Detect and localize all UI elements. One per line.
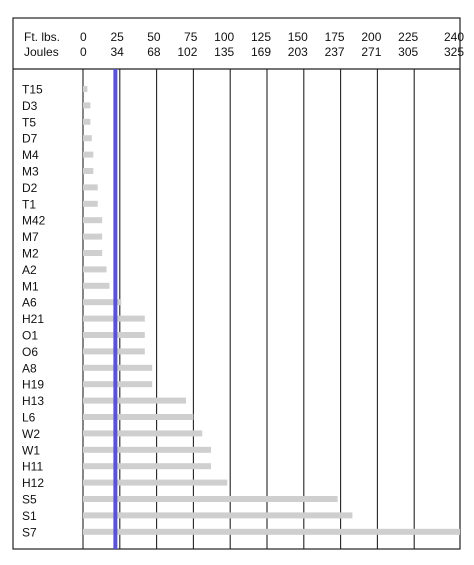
joules-tick-label: 169	[251, 45, 271, 59]
category-label: T5	[22, 115, 36, 129]
ftlbs-tick-label: 240	[444, 30, 464, 44]
bar	[83, 463, 212, 470]
joules-tick-label: 325	[444, 45, 464, 59]
joules-tick-label: 34	[110, 45, 124, 59]
category-label: M42	[22, 214, 46, 228]
bar	[83, 496, 338, 502]
bar	[83, 102, 91, 109]
joules-tick-label: 305	[398, 45, 418, 59]
category-label: W2	[22, 427, 40, 441]
bar	[83, 184, 98, 191]
ftlbs-tick-label: 0	[80, 30, 87, 44]
category-label: T1	[22, 197, 36, 211]
bar	[83, 118, 91, 125]
category-label: M3	[22, 165, 39, 179]
bar	[83, 200, 98, 207]
bar	[83, 479, 228, 486]
category-label: D7	[22, 132, 38, 146]
joules-row-label: Joules	[24, 45, 59, 59]
ftlbs-tick-label: 150	[288, 30, 308, 44]
bar	[83, 135, 92, 142]
bar	[83, 250, 103, 256]
chart-frame	[12, 17, 461, 550]
category-label: H12	[22, 476, 44, 490]
category-label: M4	[22, 148, 39, 162]
bar	[83, 381, 153, 388]
category-label: M2	[22, 247, 39, 261]
ftlbs-tick-label: 200	[361, 30, 381, 44]
category-label: D2	[22, 181, 38, 195]
tick-labels: 0 25 50 75 100 125 150 175 200 225 240 0 34 68 102 135 1…	[80, 30, 464, 59]
category-label: O1	[22, 329, 38, 343]
category-label: S1	[22, 509, 37, 523]
joules-tick-label: 271	[361, 45, 381, 59]
category-label: A6	[22, 296, 37, 310]
ftlbs-tick-label: 50	[147, 30, 161, 44]
bar	[83, 86, 88, 92]
ftlbs-tick-label: 75	[184, 30, 198, 44]
bar	[83, 233, 103, 240]
bar	[83, 397, 187, 404]
bars-group	[83, 86, 460, 535]
category-labels: T15 D3 T5 D7 M4 M3 D2 T1 M42 M7 M2 A2 M1 A6 H21 O1 O6 A8 H…	[22, 83, 46, 540]
bar	[83, 217, 103, 224]
category-label: H13	[22, 394, 44, 408]
bar	[83, 430, 203, 437]
bar	[83, 266, 107, 273]
category-label: O6	[22, 345, 38, 359]
ftlbs-tick-label: 225	[398, 30, 418, 44]
category-label: H11	[22, 460, 43, 474]
category-label: M1	[22, 279, 39, 293]
joules-tick-label: 203	[288, 45, 308, 59]
category-label: A8	[22, 361, 37, 375]
bar	[83, 414, 194, 420]
category-label: H19	[22, 378, 44, 392]
category-label: S7	[22, 525, 37, 539]
joules-tick-label: 237	[325, 45, 345, 59]
bar	[83, 512, 353, 519]
ftlbs-tick-label: 100	[214, 30, 234, 44]
category-label: M7	[22, 230, 39, 244]
category-label: D3	[22, 99, 38, 113]
category-label: T15	[22, 83, 43, 97]
bar	[83, 299, 122, 306]
bar	[83, 282, 110, 289]
ftlbs-row-label: Ft. lbs.	[24, 30, 60, 44]
bar	[83, 151, 94, 158]
joules-tick-label: 0	[80, 45, 87, 59]
joules-tick-label: 68	[147, 45, 161, 59]
joules-tick-label: 102	[177, 45, 197, 59]
joules-tick-label: 135	[214, 45, 234, 59]
ftlbs-tick-label: 175	[325, 30, 345, 44]
category-label: A2	[22, 263, 37, 277]
category-label: L6	[22, 411, 36, 425]
ftlbs-tick-label: 125	[251, 30, 271, 44]
bar	[83, 446, 212, 453]
bar	[83, 364, 153, 371]
bar	[83, 168, 94, 174]
ftlbs-tick-label: 25	[110, 30, 124, 44]
category-label: H21	[22, 312, 44, 326]
category-label: W1	[22, 443, 40, 457]
bar	[83, 528, 460, 535]
gridlines	[82, 69, 415, 549]
category-label: S5	[22, 493, 37, 507]
